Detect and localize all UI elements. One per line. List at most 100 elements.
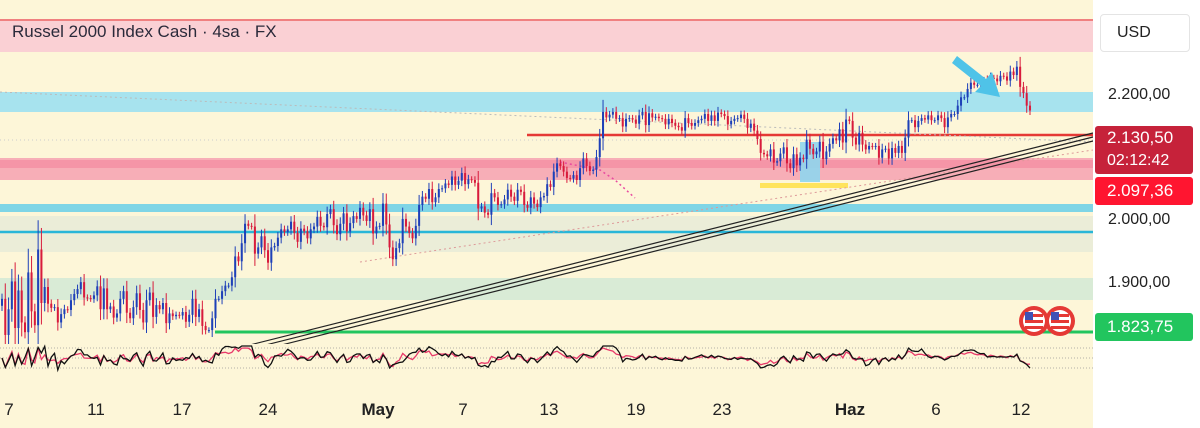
candle-body [296,232,299,242]
candle-body [513,196,516,201]
x-tick-label: 13 [539,400,559,419]
candle-body [845,119,848,143]
candle-body [385,203,388,225]
candle-body [418,205,421,226]
candle-body [503,199,506,205]
candle-body [782,147,785,154]
candle-body [634,119,637,124]
candle-body [43,287,46,303]
candle-body [592,169,595,171]
candle-body [214,298,217,319]
candle-body [891,148,894,159]
candle-body [33,311,36,326]
candle-body [900,145,903,153]
candle-body [733,118,736,121]
price-scale[interactable] [1093,0,1200,428]
candle-body [946,117,949,128]
candle-body [516,189,519,201]
candle-body [703,113,706,119]
candle-body [125,291,128,313]
candle-body [86,297,89,299]
candle-body [227,285,230,287]
candle-body [89,298,92,300]
candle-body [687,118,690,124]
candle-body [625,118,628,127]
candle-body [454,176,457,185]
x-tick-label-month: Haz [834,400,866,419]
candle-body [651,113,654,118]
x-tick-label: 6 [931,400,941,419]
candle-body [874,145,877,147]
x-tick-label-month: May [361,400,395,419]
candle-body [263,236,266,251]
candle-body [477,182,480,209]
candle-body [102,288,105,310]
candle-body [585,158,588,167]
candle-body [404,218,407,227]
zones-layer [0,19,1094,364]
candle-body [165,302,168,324]
candle-body [539,197,542,208]
candle-body [217,298,220,300]
candle-body [375,226,378,234]
candle-body [582,158,585,169]
candle-body [152,292,155,317]
candle-body [749,123,752,128]
candle-body [588,166,591,171]
time-scale[interactable] [0,390,1093,428]
current-price-badge: 2.130,50 02:12:42 [1095,126,1193,174]
candle-body [17,290,20,329]
candle-body [943,118,946,128]
candle-body [963,97,966,99]
candle-body [148,292,151,301]
candle-body [556,163,559,172]
candle-body [953,113,956,115]
candle-body [618,118,621,120]
candle-body [529,197,532,208]
us-flag-icon[interactable] [1019,306,1049,336]
currency-button[interactable]: USD [1100,14,1190,52]
candle-body [467,179,470,185]
candle-body [861,132,864,145]
candle-body [506,189,509,200]
candle-body [303,228,306,232]
candle-body [421,196,424,206]
candle-body [937,115,940,121]
candle-body [63,309,66,315]
candle-body [444,183,447,189]
candle-body [615,111,618,119]
candle-body [142,309,145,323]
candle-body [69,300,72,310]
candle-body [904,137,907,153]
candle-body [194,298,197,317]
candle-body [897,145,900,153]
candle-body [184,312,187,322]
y-tick-label: 1.900,00 [1108,274,1171,291]
candle-body [960,97,963,106]
candle-body [473,179,476,183]
candle-body [1022,86,1025,94]
candle-body [234,256,237,278]
candle-body [700,118,703,121]
candle-body [299,228,302,242]
candle-body [92,295,95,299]
candle-body [109,306,112,310]
candle-body [894,148,897,153]
candle-body [802,157,805,160]
candle-body [838,129,841,141]
candle-body [1002,75,1005,77]
candle-body [562,166,565,172]
candle-body [799,157,802,166]
candle-body [973,82,976,85]
candle-body [697,120,700,124]
candle-body [523,191,526,206]
candle-body [326,214,329,228]
candle-body [244,223,247,244]
candle-body [851,120,854,138]
candle-body [221,291,224,299]
us-flag-icon[interactable] [1045,306,1075,336]
candle-body [408,226,411,233]
candle-body [667,118,670,125]
